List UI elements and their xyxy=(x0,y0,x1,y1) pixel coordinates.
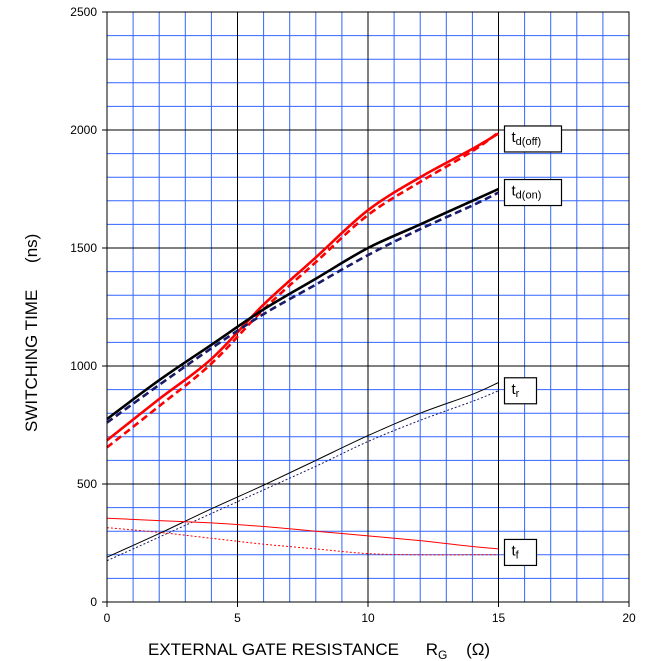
curve-label-box xyxy=(503,538,538,567)
curve-label-tf: tf xyxy=(503,538,538,567)
series-line-tr-dotted xyxy=(106,390,499,562)
y-tick-label: 2500 xyxy=(70,5,97,19)
y-tick-label: 2000 xyxy=(70,123,97,137)
x-tick-label: 20 xyxy=(622,611,636,625)
series-line-tr-solid xyxy=(106,382,499,558)
x-tick-label: 0 xyxy=(104,611,111,625)
curve-label-box xyxy=(503,178,563,207)
curve-label-subscript: f xyxy=(516,549,520,561)
y-tick-label: 1500 xyxy=(70,241,97,255)
series-line-tdon-solid xyxy=(106,187,500,421)
x-tick-label: 5 xyxy=(234,611,241,625)
y-tick-label: 1000 xyxy=(70,359,97,373)
y-tick-label: 500 xyxy=(77,477,97,491)
x-axis-symbol-subscript: G xyxy=(438,648,447,661)
curve-label-text: td(on) xyxy=(512,183,542,202)
curve-label-subscript: r xyxy=(516,388,520,400)
series-line-tf-solid xyxy=(106,517,499,550)
y-axis-unit: (ns) xyxy=(22,234,41,263)
x-axis-title: EXTERNAL GATE RESISTANCE RG (Ω) xyxy=(148,640,490,661)
curve-label-text: tf xyxy=(512,542,520,561)
x-axis-symbol: R xyxy=(426,640,438,659)
curve-label-tdoff: td(off) xyxy=(503,125,563,153)
curve-label-subscript: d(off) xyxy=(516,136,541,148)
series-line-tdon-dashed xyxy=(106,191,500,424)
curve-label-main: t xyxy=(512,381,517,398)
curve-label-text: td(off) xyxy=(512,129,542,148)
curve-label-main: t xyxy=(512,129,517,146)
y-axis-title: SWITCHING TIME (ns) xyxy=(22,234,41,432)
series-line-tdoff-solid xyxy=(106,132,500,442)
curve-label-box xyxy=(503,377,538,405)
x-axis-title-text: EXTERNAL GATE RESISTANCE xyxy=(148,640,399,659)
x-tick-label: 15 xyxy=(492,611,506,625)
curve-label-box xyxy=(503,125,563,153)
curve-label-text: tr xyxy=(512,381,520,400)
curve-label-subscript: d(on) xyxy=(516,190,542,202)
series-line-tf-dotted xyxy=(106,527,499,556)
y-tick-label: 0 xyxy=(90,595,97,609)
curve-label-tr: tr xyxy=(503,377,538,405)
x-axis-unit: (Ω) xyxy=(466,640,490,659)
series-line-tdoff-dashed xyxy=(106,131,500,449)
y-axis-title-text: SWITCHING TIME xyxy=(22,290,41,432)
x-tick-label: 10 xyxy=(361,611,375,625)
curve-label-main: t xyxy=(512,542,517,559)
curve-label-tdon: td(on) xyxy=(503,178,563,207)
series-layer xyxy=(106,131,500,562)
curve-label-main: t xyxy=(512,183,517,200)
axis-ticks: 0 5 10 15 20 0 500 1000 1500 2000 2500 xyxy=(70,5,636,625)
